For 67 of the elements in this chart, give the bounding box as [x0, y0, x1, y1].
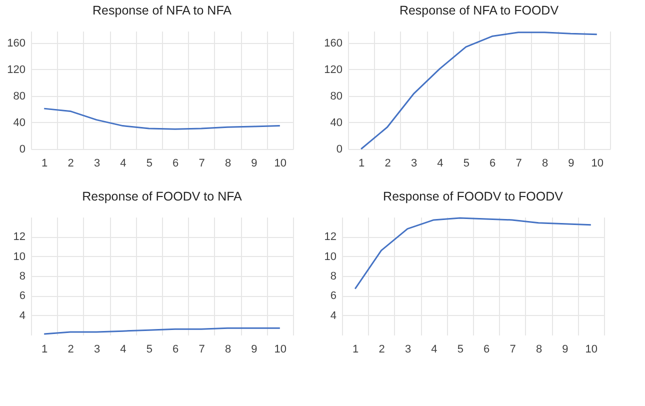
x-tick-label: 3 — [404, 344, 412, 356]
x-tick-label: 7 — [510, 344, 516, 356]
x-tick-label: 5 — [457, 344, 464, 356]
x-tick-label: 10 — [274, 158, 287, 170]
x-tick-label: 3 — [94, 158, 100, 170]
x-tick-label: 8 — [542, 158, 548, 170]
x-tick-label: 10 — [591, 158, 604, 170]
y-tick-label: 4 — [19, 310, 26, 322]
x-tick-label: 7 — [198, 344, 205, 356]
x-tick-label: 1 — [42, 344, 48, 356]
chart-title: Response of NFA to NFA — [92, 4, 232, 18]
x-tick-label: 2 — [378, 344, 385, 356]
line-series — [360, 32, 598, 150]
x-tick-label: 9 — [251, 344, 258, 356]
chart-title: Response of NFA to FOODV — [399, 4, 560, 18]
x-tick-label: 8 — [536, 344, 542, 356]
y-tick-label: 0 — [336, 144, 342, 156]
y-tick-label: 8 — [19, 270, 26, 282]
y-tick-label: 0 — [19, 144, 26, 156]
x-tick-label: 5 — [463, 158, 470, 170]
x-tick-label: 6 — [172, 344, 179, 356]
x-tick-label: 10 — [585, 344, 598, 356]
x-tick-label: 3 — [410, 158, 418, 170]
y-tick-label: 6 — [19, 290, 26, 302]
y-tick-label: 160 — [7, 37, 26, 50]
y-tick-label: 8 — [330, 270, 336, 282]
x-tick-label: 8 — [224, 158, 232, 170]
y-tick-label: 12 — [324, 231, 336, 244]
y-tick-label: 40 — [13, 116, 26, 129]
x-tick-label: 6 — [172, 158, 179, 170]
x-tick-label: 3 — [94, 344, 100, 356]
x-tick-label: 7 — [516, 158, 522, 170]
y-tick-label: 4 — [330, 310, 336, 322]
x-tick-label: 1 — [352, 344, 359, 356]
y-tick-label: 80 — [330, 90, 342, 102]
x-tick-label: 9 — [568, 158, 574, 170]
x-tick-label: 2 — [384, 158, 391, 170]
x-tick-label: 2 — [68, 344, 74, 356]
x-tick-label: 9 — [251, 158, 258, 170]
x-tick-label: 6 — [490, 158, 496, 170]
x-tick-label: 5 — [146, 344, 152, 356]
y-tick-label: 120 — [324, 64, 342, 76]
y-tick-label: 160 — [324, 37, 342, 50]
x-tick-label: 6 — [484, 344, 490, 356]
x-tick-label: 1 — [358, 158, 365, 170]
y-tick-label: 120 — [7, 64, 26, 76]
x-tick-label: 4 — [120, 344, 126, 356]
x-tick-label: 4 — [431, 344, 438, 356]
line-series — [354, 217, 592, 290]
x-tick-label: 9 — [562, 344, 568, 356]
x-tick-label: 4 — [437, 158, 444, 170]
y-tick-label: 10 — [13, 250, 26, 263]
chart-title: Response of FOODV to FOODV — [383, 190, 564, 204]
x-tick-label: 7 — [198, 158, 205, 170]
x-tick-label: 5 — [146, 158, 152, 170]
y-tick-label: 10 — [324, 250, 336, 263]
line-series — [43, 108, 281, 130]
chart-title: Response of FOODV to NFA — [82, 190, 243, 204]
x-tick-label: 2 — [68, 158, 74, 170]
y-tick-label: 40 — [330, 116, 342, 129]
x-tick-label: 4 — [120, 158, 126, 170]
x-tick-label: 10 — [274, 344, 287, 356]
x-tick-label: 8 — [224, 344, 232, 356]
y-tick-label: 6 — [330, 290, 336, 302]
y-tick-label: 12 — [13, 231, 26, 244]
x-tick-label: 1 — [42, 158, 48, 170]
y-tick-label: 80 — [13, 90, 26, 102]
